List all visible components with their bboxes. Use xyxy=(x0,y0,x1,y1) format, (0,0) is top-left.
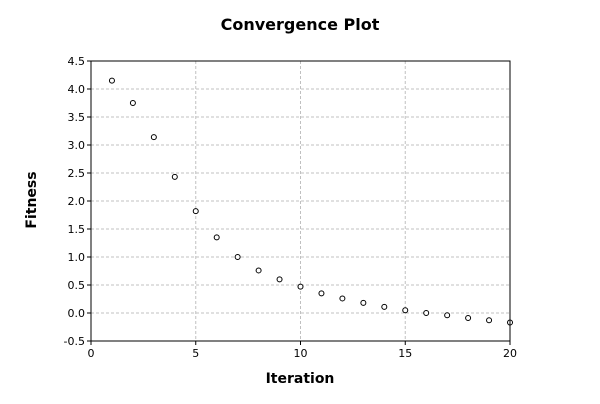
data-point xyxy=(276,276,283,283)
x-tick-label: 5 xyxy=(192,347,199,360)
tick-layer: -0.5 0.0 0.5 1.0 1.5 2.0 2.5 3.0 3.5 4.0 4.5 0 5 10 15… xyxy=(64,55,517,360)
data-point xyxy=(192,208,199,215)
y-tick-label: 0.5 xyxy=(68,279,86,292)
x-axis-label: Iteration xyxy=(266,371,335,387)
y-axis-label: Fitness xyxy=(24,171,40,228)
data-point xyxy=(234,254,241,260)
y-tick-label: 2.5 xyxy=(68,167,86,180)
y-tick-label: 1.0 xyxy=(68,251,86,264)
data-point xyxy=(360,299,367,306)
x-tick-label: 10 xyxy=(294,347,308,360)
y-tick-label: 4.0 xyxy=(68,83,86,96)
y-tick-label: 1.5 xyxy=(68,223,86,236)
x-tick-label: 15 xyxy=(398,347,412,360)
data-point xyxy=(297,283,304,290)
y-tick-label: 2.0 xyxy=(68,195,86,208)
data-point xyxy=(108,77,115,84)
chart-title: Convergence Plot xyxy=(221,15,380,34)
data-point xyxy=(402,307,409,314)
data-point xyxy=(255,267,262,274)
y-tick-label: 0.0 xyxy=(68,307,86,320)
data-point xyxy=(465,315,472,322)
data-point xyxy=(339,295,346,302)
y-tick-label: 3.5 xyxy=(68,111,86,124)
y-tick-label: 3.0 xyxy=(68,139,86,152)
data-point xyxy=(423,310,430,316)
point-layer xyxy=(108,77,513,326)
data-point xyxy=(150,134,157,141)
data-point xyxy=(318,290,325,297)
grid-layer xyxy=(91,61,510,341)
data-point xyxy=(129,100,136,106)
y-tick-label: -0.5 xyxy=(64,335,85,348)
plot-frame xyxy=(90,60,511,342)
x-tick-label: 20 xyxy=(503,347,517,360)
data-point xyxy=(213,234,220,241)
data-point xyxy=(486,317,493,324)
data-point xyxy=(381,303,388,310)
x-tick-label: 0 xyxy=(88,347,95,360)
data-point xyxy=(171,173,178,180)
data-point xyxy=(444,312,451,319)
y-tick-label: 4.5 xyxy=(68,55,86,68)
